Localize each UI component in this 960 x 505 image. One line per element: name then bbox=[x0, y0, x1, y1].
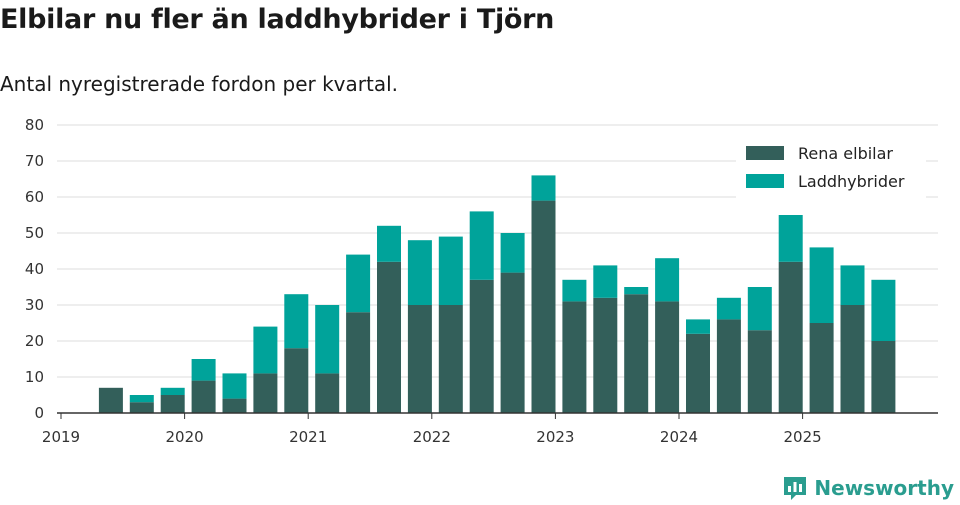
bar-hybrid-2023-q3 bbox=[624, 287, 649, 295]
x-tick-label-2022: 2022 bbox=[413, 428, 451, 446]
bar-hybrid-2020-q3 bbox=[253, 326, 278, 374]
bar-hybrid-2025-q3 bbox=[871, 279, 896, 341]
legend-label-rena-elbilar: Rena elbilar bbox=[798, 144, 893, 163]
y-axis-ticks: 0 10 20 30 40 50 60 70 80 bbox=[25, 116, 44, 422]
bar-hybrid-2024-q2 bbox=[716, 297, 741, 320]
bar-hybrid-2025-q1 bbox=[809, 247, 834, 323]
bar-elbil-2022-q3 bbox=[500, 272, 525, 413]
y-tick-label-50: 50 bbox=[25, 224, 44, 242]
bar-hybrid-2021-q1 bbox=[315, 305, 340, 374]
bar-elbil-2022-q4 bbox=[531, 200, 556, 413]
x-tick-label-2019: 2019 bbox=[42, 428, 80, 446]
legend-swatch-rena-elbilar bbox=[746, 146, 784, 160]
bar-hybrid-2021-q3 bbox=[377, 225, 401, 262]
bar-chart-icon bbox=[784, 477, 807, 500]
chart-title: Elbilar nu fler än laddhybrider i Tjörn bbox=[0, 4, 555, 35]
bar-elbil-2022-q1 bbox=[438, 305, 463, 413]
y-tick-label-80: 80 bbox=[25, 116, 44, 134]
legend: Rena elbilar Laddhybrider bbox=[736, 138, 926, 200]
bar-hybrid-2023-q2 bbox=[593, 265, 618, 298]
bar-hybrid-2025-q2 bbox=[840, 265, 865, 305]
x-tick-label-2021: 2021 bbox=[289, 428, 327, 446]
bar-elbil-2019-q4 bbox=[160, 395, 185, 413]
bar-elbil-2024-q1 bbox=[686, 333, 710, 413]
y-tick-label-70: 70 bbox=[25, 152, 44, 170]
bar-elbil-2021-q3 bbox=[377, 261, 401, 413]
bar-hybrid-2022-q2 bbox=[469, 211, 494, 280]
bar-hybrid-2024-q4 bbox=[778, 215, 803, 262]
bar-elbil-2019-q2 bbox=[98, 387, 123, 413]
bar-hybrid-2021-q4 bbox=[407, 240, 432, 305]
bar-elbil-2020-q1 bbox=[191, 380, 216, 413]
bar-hybrid-2022-q1 bbox=[438, 236, 463, 305]
bar-elbil-2022-q2 bbox=[469, 279, 494, 413]
bar-elbil-2023-q4 bbox=[655, 301, 680, 413]
x-axis: 2019 2020 2021 2022 2023 2024 2025 bbox=[42, 412, 938, 446]
legend-swatch-laddhybrider bbox=[746, 174, 784, 188]
bar-elbil-2025-q3 bbox=[871, 341, 896, 413]
bar-elbil-2020-q3 bbox=[253, 373, 278, 413]
bar-elbil-2020-q4 bbox=[284, 348, 309, 413]
bar-hybrid-2021-q2 bbox=[346, 254, 371, 313]
bar-hybrid-2019-q4 bbox=[160, 387, 185, 395]
bar-elbil-2021-q1 bbox=[315, 373, 340, 413]
bar-elbil-2025-q1 bbox=[809, 323, 834, 413]
bar-hybrid-2022-q3 bbox=[500, 233, 525, 273]
x-tick-label-2024: 2024 bbox=[660, 428, 698, 446]
bar-hybrid-2020-q4 bbox=[284, 294, 309, 349]
bar-hybrid-2022-q4 bbox=[531, 175, 556, 201]
bar-elbil-2021-q2 bbox=[346, 312, 371, 413]
y-tick-label-20: 20 bbox=[25, 332, 44, 350]
y-tick-label-40: 40 bbox=[25, 260, 44, 278]
bar-elbil-2019-q3 bbox=[129, 402, 154, 413]
bar-elbil-2023-q2 bbox=[593, 297, 618, 413]
x-tick-label-2023: 2023 bbox=[536, 428, 574, 446]
bar-elbil-2023-q1 bbox=[562, 301, 587, 413]
bar-elbil-2024-q2 bbox=[716, 319, 741, 413]
bar-elbil-2020-q2 bbox=[222, 398, 247, 413]
bar-elbil-2024-q3 bbox=[747, 330, 772, 413]
bar-hybrid-2023-q1 bbox=[562, 279, 587, 302]
bar-hybrid-2019-q3 bbox=[129, 395, 154, 403]
bars bbox=[98, 175, 896, 413]
y-tick-label-10: 10 bbox=[25, 368, 44, 386]
newsworthy-logo: Newsworthy bbox=[782, 475, 954, 501]
y-tick-label-0: 0 bbox=[34, 404, 44, 422]
chart-subtitle: Antal nyregistrerade fordon per kvartal. bbox=[0, 72, 399, 96]
bar-elbil-2021-q4 bbox=[407, 305, 432, 413]
brand-name: Newsworthy bbox=[814, 476, 954, 500]
x-tick-label-2025: 2025 bbox=[784, 428, 822, 446]
bar-elbil-2025-q2 bbox=[840, 305, 865, 413]
bar-hybrid-2020-q1 bbox=[191, 359, 216, 381]
legend-label-laddhybrider: Laddhybrider bbox=[798, 172, 905, 191]
x-tick-label-2020: 2020 bbox=[166, 428, 204, 446]
bar-hybrid-2024-q3 bbox=[747, 287, 772, 331]
bar-elbil-2024-q4 bbox=[778, 261, 803, 413]
bar-hybrid-2024-q1 bbox=[686, 319, 710, 334]
bar-hybrid-2020-q2 bbox=[222, 373, 247, 399]
y-tick-label-60: 60 bbox=[25, 188, 44, 206]
y-tick-label-30: 30 bbox=[25, 296, 44, 314]
bar-hybrid-2023-q4 bbox=[655, 258, 680, 302]
bar-elbil-2023-q3 bbox=[624, 294, 649, 413]
